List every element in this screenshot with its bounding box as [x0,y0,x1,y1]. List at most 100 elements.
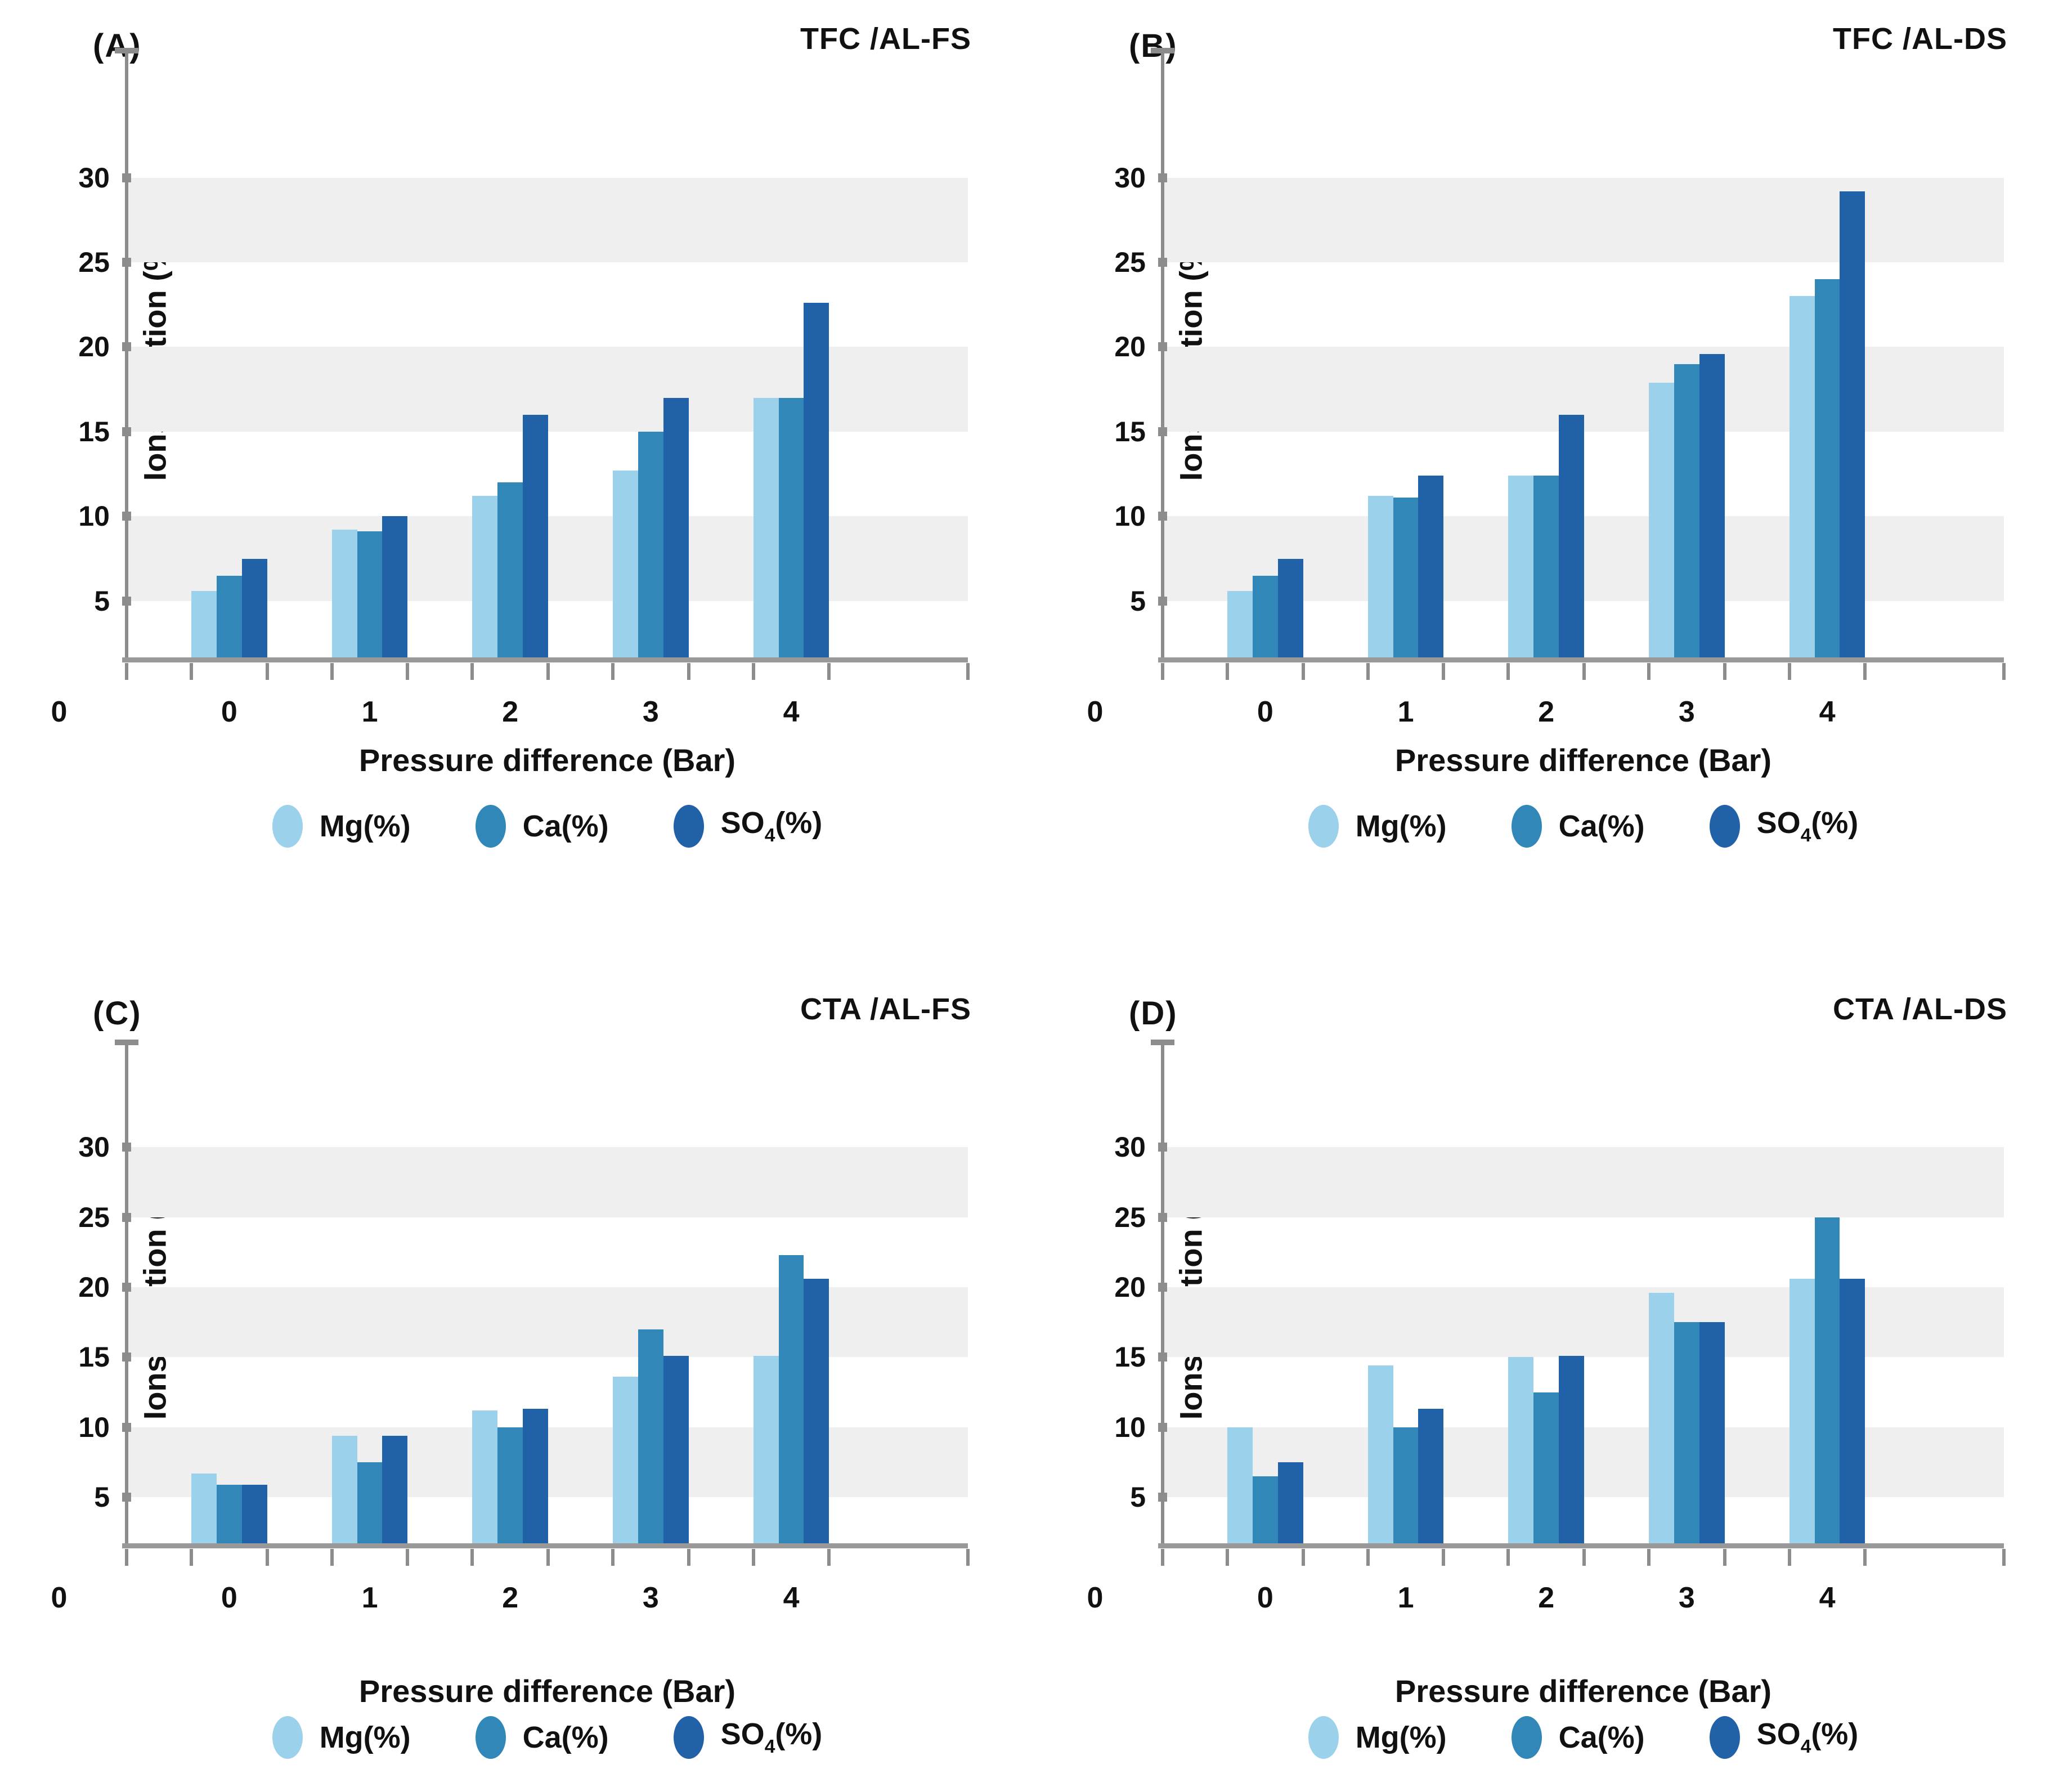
panel-b: (B) TFC /AL-DS Ions Dilution (%) 5101520… [1036,0,2072,893]
bar-cluster [1367,1042,1444,1546]
x-tick [687,663,690,680]
x-tick [125,1549,128,1566]
legend-item: Ca(%) [1511,1716,1645,1759]
legend-item: Mg(%) [1308,1716,1447,1759]
y-tick [1158,427,1167,436]
x-tick [1787,1549,1791,1566]
x-tick [1442,663,1446,680]
bar [497,482,523,660]
bar [357,1462,383,1546]
x-tick [1863,663,1867,680]
grid-band [127,1147,968,1217]
panel-a: (A) TFC /AL-FS Ions Dilution (%) 5101520… [0,0,1036,893]
legend-label: Ca(%) [522,1721,609,1754]
x-axis-baseline [1158,657,2004,662]
x-tick [406,1549,410,1566]
bar [1277,1462,1303,1546]
x-axis-baseline [1158,1543,2004,1548]
bar [1227,590,1253,660]
x-axis-title: Pressure difference (Bar) [358,742,736,778]
bar [191,1473,217,1546]
y-tick [1158,342,1167,352]
bar [804,303,829,660]
y-tick-label: 5 [1130,585,1146,617]
bar [523,414,548,660]
x-tick [1161,1549,1164,1566]
y-tick-label: 10 [78,1411,110,1443]
bar [1649,382,1674,660]
x-tick [1647,1549,1651,1566]
y-tick [1158,596,1167,606]
x-tick [265,1549,269,1566]
bar-cluster [1227,1042,1303,1546]
bar [241,1484,267,1546]
legend: Mg(%) Ca(%) SO4(%) [127,1716,968,1759]
bar-cluster [613,1042,689,1546]
y-tick [1158,258,1167,267]
bar [1840,191,1865,660]
x-axis-title: Pressure difference (Bar) [1394,1673,1772,1709]
x-tick-label: 0 [221,696,237,728]
x-tick [1723,1549,1726,1566]
bar [778,397,804,660]
x-tick [265,663,269,680]
legend-item: SO4(%) [673,1716,822,1759]
x-tick [406,663,410,680]
bar [1393,498,1419,660]
y-tick-label: 30 [1114,162,1146,194]
bar [1367,1365,1393,1546]
x-tick-label: 2 [1538,696,1555,728]
bar [1252,575,1278,660]
y-tick [122,1212,131,1222]
legend-item: SO4(%) [1709,805,1858,848]
bar [1649,1293,1674,1546]
y-tick-label: 30 [1114,1131,1146,1163]
x-tick [827,1549,831,1566]
y-tick-label: 5 [94,585,110,617]
y-tick-label: 25 [78,1201,110,1233]
x-tick [1506,663,1510,680]
bar [804,1279,829,1546]
panel-a-label: (A) [93,28,142,64]
x-tick [966,663,970,680]
x-tick [611,1549,615,1566]
legend-swatch [673,1716,704,1759]
y-tick [122,1143,131,1152]
legend-item: Ca(%) [475,1716,609,1759]
x-tick [687,1549,690,1566]
y-tick [122,512,131,521]
bar [241,558,267,660]
bar-cluster [753,1042,829,1546]
y-tick [122,1352,131,1362]
x-tick [751,663,755,680]
panel-b-label: (B) [1129,28,1178,64]
x-tick [1506,1549,1510,1566]
bar [1674,364,1699,660]
y-tick-label: 5 [94,1481,110,1513]
x-tick [190,1549,194,1566]
bar [382,1435,408,1546]
bar-cluster [1508,51,1584,660]
origin-zero-label: 0 [1087,696,1104,728]
x-tick-label: 2 [1538,1582,1555,1614]
bar-cluster [1789,1042,1865,1546]
x-tick [1787,663,1791,680]
y-axis-line [125,51,128,660]
x-tick [966,1549,970,1566]
legend: Mg(%) Ca(%) SO4(%) [1163,805,2004,848]
bar [663,1355,689,1546]
bar [778,1255,804,1546]
x-axis-title: Pressure difference (Bar) [358,1673,736,1709]
x-tick [1863,1549,1867,1566]
legend-label: Ca(%) [1558,809,1645,843]
y-tick [1158,1212,1167,1222]
panel-a-title: TFC /AL-FS [800,22,971,56]
x-tick [125,663,128,680]
x-tick [1366,1549,1370,1566]
plot-area: 5 10 15 20 25 30 0 1 2 3 4 0 [51,1040,970,1614]
legend: Mg(%) Ca(%) SO4(%) [127,805,968,848]
legend-label: SO4(%) [1756,1717,1859,1758]
x-tick-label: 4 [1819,696,1836,728]
x-tick-label: 3 [1678,1582,1695,1614]
